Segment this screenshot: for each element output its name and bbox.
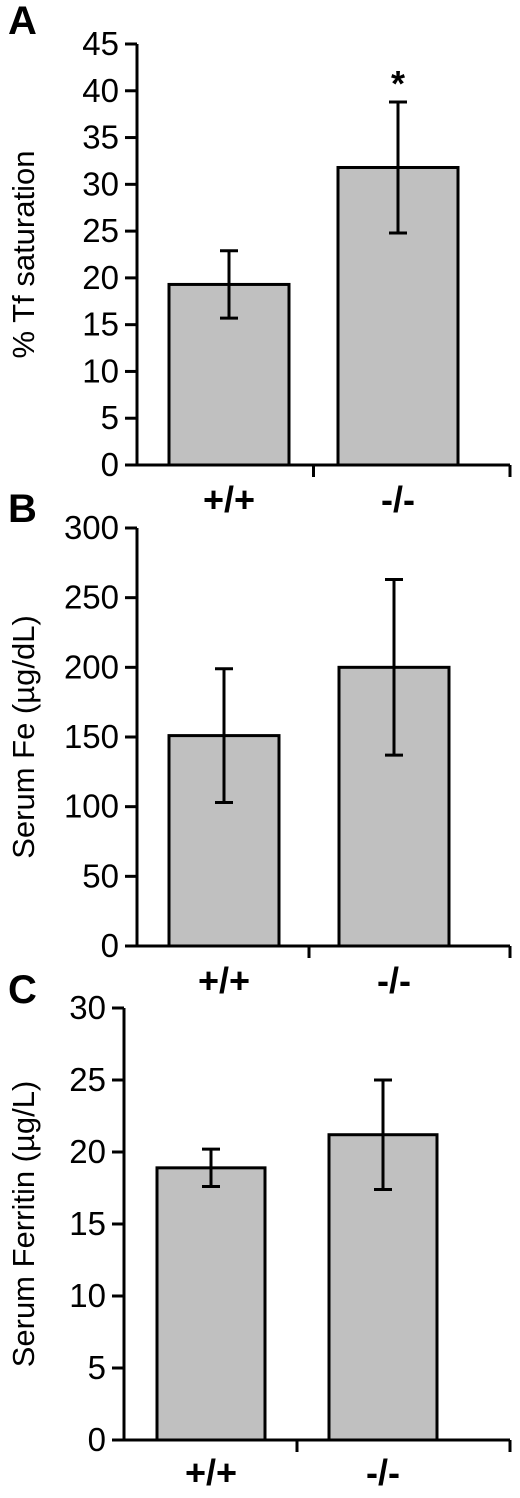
- panel-c-y-tick-label: 15: [69, 1205, 106, 1242]
- panel-a-category-label: +/+: [203, 479, 255, 520]
- panel-a-category-label: -/-: [381, 479, 415, 520]
- panel-c-y-tick-label: 10: [69, 1277, 106, 1314]
- panel-b-y-tick-label: 300: [64, 509, 119, 546]
- panel-a-y-tick-label: 5: [101, 399, 119, 436]
- panel-b-y-tick-label: 250: [64, 579, 119, 616]
- panel-b-y-tick-label: 200: [64, 648, 119, 685]
- panel-a-y-tick-label: 20: [82, 259, 119, 296]
- panel-c-category-label: -/-: [366, 1452, 400, 1493]
- panel-c-y-axis-title: Serum Ferritin (µg/L): [6, 1081, 41, 1368]
- panel-a-y-tick-label: 10: [82, 352, 119, 389]
- panel-b-y-tick-label: 0: [101, 927, 119, 964]
- panel-c-bar-1: [155, 1166, 267, 1442]
- panel-c-y-tick-label: 0: [88, 1421, 106, 1458]
- panel-c-y-tick-label: 25: [69, 1061, 106, 1098]
- panel-b-y-tick-label: 100: [64, 788, 119, 825]
- panel-b-y-axis-title: Serum Fe (µg/dL): [6, 615, 41, 859]
- panel-a-y-tick-label: 15: [82, 306, 119, 343]
- panel-a-y-tick-label: 0: [101, 446, 119, 483]
- panel-a-y-tick-label: 35: [82, 119, 119, 156]
- panel-a-y-tick-label: 45: [82, 25, 119, 62]
- panel-c-y-tick-label: 20: [69, 1133, 106, 1170]
- panel-b-category-label: -/-: [377, 960, 411, 1001]
- panel-c-category-label: +/+: [185, 1452, 237, 1493]
- panel-c-letter: C: [8, 968, 37, 1012]
- panel-c-y-tick-label: 30: [69, 989, 106, 1026]
- panel-a-y-tick-label: 25: [82, 212, 119, 249]
- panel-a-y-axis-title: % Tf saturation: [6, 151, 41, 359]
- panel-b-y-tick-label: 50: [82, 857, 119, 894]
- panel-b: B Serum Fe (µg/dL) 0 50 100 150 200 250 300 +/+ -/…: [6, 487, 512, 1001]
- panel-a-letter: A: [8, 0, 37, 43]
- panel-a-significance-marker: *: [391, 63, 405, 104]
- panel-c-y-tick-label: 5: [88, 1349, 106, 1386]
- panel-a-y-tick-label: 40: [82, 72, 119, 109]
- panel-c: C Serum Ferritin (µg/L) 0 5 10 15 20 25 30 +/+ -/-: [6, 968, 512, 1493]
- panel-b-y-tick-label: 150: [64, 718, 119, 755]
- panel-a: A % Tf saturation 0 5 10 15 20 25 30 35 40 45 +/+ -/-…: [6, 0, 512, 520]
- panel-b-letter: B: [8, 487, 37, 531]
- panel-a-y-tick-label: 30: [82, 165, 119, 202]
- panel-b-category-label: +/+: [198, 960, 250, 1001]
